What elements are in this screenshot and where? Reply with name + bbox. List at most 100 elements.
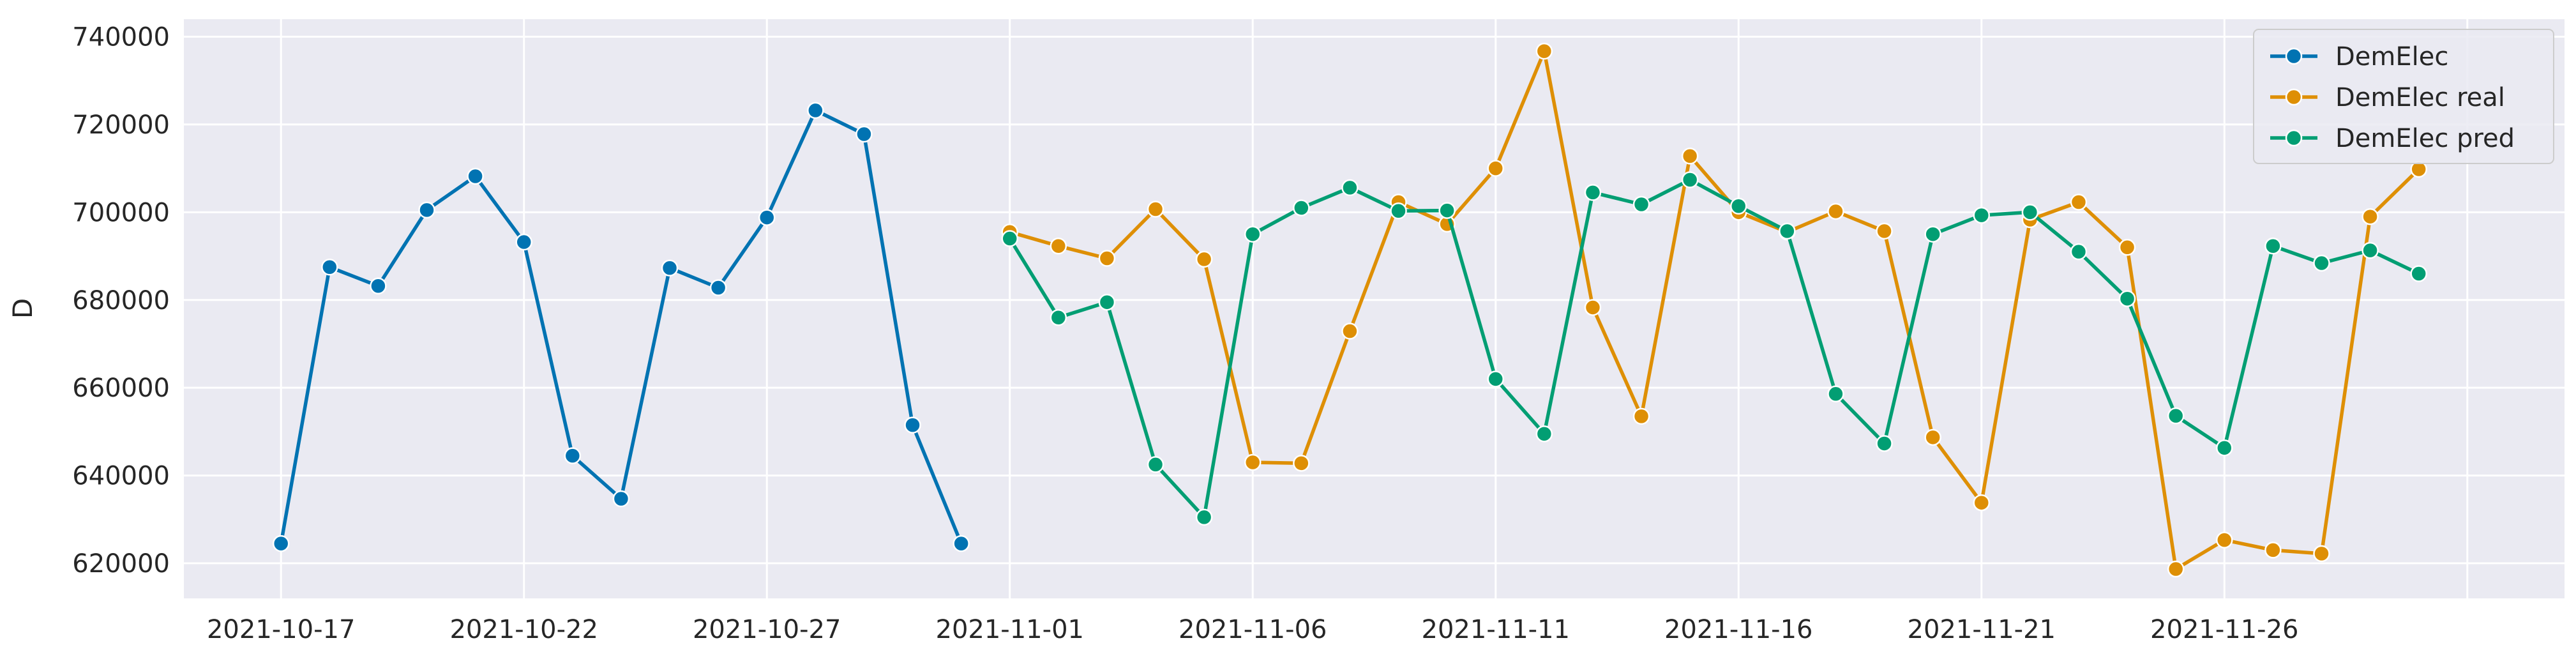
data-point xyxy=(2167,407,2185,425)
y-tick-label: 640000 xyxy=(72,462,170,491)
data-point xyxy=(1147,456,1164,473)
x-tick-label: 2021-10-22 xyxy=(449,615,598,644)
legend-entries: DemElec DemElec real DemElec pred xyxy=(2270,42,2515,153)
data-point xyxy=(2410,265,2427,282)
x-tick-label: 2021-11-06 xyxy=(1179,615,1327,644)
data-point xyxy=(1487,370,1505,388)
data-point xyxy=(2167,560,2185,578)
y-tick-label: 680000 xyxy=(72,286,170,315)
data-point xyxy=(855,125,873,143)
data-point xyxy=(564,447,582,464)
legend: DemElec DemElec real DemElec pred xyxy=(2253,29,2554,164)
data-point xyxy=(1876,222,1893,240)
data-point xyxy=(2216,439,2233,457)
data-point xyxy=(2361,208,2379,225)
data-point xyxy=(1390,202,1407,220)
data-point xyxy=(2313,545,2330,563)
legend-marker xyxy=(2285,47,2303,65)
data-point xyxy=(1050,308,1067,326)
data-point xyxy=(904,416,921,434)
data-point xyxy=(2264,237,2282,255)
data-point xyxy=(1195,508,1213,526)
data-point xyxy=(2118,290,2136,307)
data-point xyxy=(1487,160,1505,177)
legend-box xyxy=(2253,29,2554,164)
x-tick-label: 2021-10-17 xyxy=(207,615,355,644)
plot-background xyxy=(184,19,2565,598)
x-tick-label: 2021-11-11 xyxy=(1422,615,1570,644)
data-point xyxy=(418,201,435,219)
data-point xyxy=(1535,425,1553,443)
data-point xyxy=(1632,407,1650,425)
x-tick-label: 2021-10-27 xyxy=(693,615,841,644)
x-tick-label: 2021-11-21 xyxy=(1908,615,2056,644)
data-point xyxy=(515,233,532,251)
data-point xyxy=(467,167,484,185)
data-point xyxy=(1779,222,1796,240)
data-point xyxy=(1584,184,1602,201)
data-point xyxy=(1535,42,1553,60)
x-tick-label: 2021-11-01 xyxy=(936,615,1084,644)
data-point xyxy=(1924,225,1941,243)
data-point xyxy=(1293,455,1310,472)
y-tick-label: 700000 xyxy=(72,198,170,227)
data-point xyxy=(807,102,824,119)
data-point xyxy=(2070,194,2088,211)
legend-label: DemElec pred xyxy=(2335,124,2515,153)
data-point xyxy=(1341,179,1359,197)
series-line xyxy=(1007,49,2421,571)
data-point xyxy=(2021,204,2039,221)
data-point xyxy=(1584,299,1602,316)
data-point xyxy=(1827,385,1844,403)
data-point xyxy=(1001,230,1018,247)
data-point xyxy=(612,490,630,508)
y-tick-label: 660000 xyxy=(72,374,170,403)
data-point xyxy=(2070,243,2088,261)
data-point xyxy=(1924,429,1941,446)
data-point xyxy=(1195,250,1213,268)
data-point xyxy=(1827,202,1844,220)
x-tick-label: 2021-11-16 xyxy=(1664,615,1812,644)
legend-label: DemElec real xyxy=(2335,83,2505,112)
data-point xyxy=(1244,453,1262,471)
x-tick-label: 2021-11-26 xyxy=(2150,615,2298,644)
data-point xyxy=(1147,201,1164,218)
data-point xyxy=(1341,323,1359,340)
data-point xyxy=(1098,250,1116,267)
data-point xyxy=(370,277,387,295)
data-point xyxy=(1632,195,1650,213)
data-point xyxy=(1438,202,1456,219)
data-point xyxy=(2361,241,2379,259)
data-point xyxy=(758,209,776,226)
data-point xyxy=(1050,237,1067,255)
data-point xyxy=(953,535,970,552)
data-point xyxy=(2313,254,2330,272)
legend-marker xyxy=(2285,88,2303,106)
data-point xyxy=(709,279,727,296)
data-point xyxy=(2216,531,2233,549)
data-point xyxy=(1973,206,1991,224)
x-tick-labels: 2021-10-17 2021-10-22 2021-10-27 2021-11-01… xyxy=(207,615,2299,644)
series-layer xyxy=(272,42,2427,578)
data-point xyxy=(1681,171,1699,188)
data-point xyxy=(661,259,679,277)
data-point xyxy=(2264,542,2282,559)
data-point xyxy=(1098,293,1116,311)
legend-label: DemElec xyxy=(2335,42,2448,72)
y-tick-label: 620000 xyxy=(72,549,170,579)
y-tick-label: 740000 xyxy=(72,22,170,52)
data-point xyxy=(1681,148,1699,165)
y-tick-labels: 620000 640000 660000 680000 700000 720000 7400… xyxy=(72,22,170,579)
legend-marker xyxy=(2285,129,2303,147)
y-axis-label: D xyxy=(7,298,38,319)
data-point xyxy=(321,258,338,276)
series-2 xyxy=(1001,171,2427,526)
series-line xyxy=(1007,178,2421,519)
data-point xyxy=(2118,239,2136,256)
data-point xyxy=(272,535,290,552)
data-point xyxy=(1973,494,1991,512)
data-point xyxy=(1244,225,1262,243)
grid-layer xyxy=(184,19,2565,598)
